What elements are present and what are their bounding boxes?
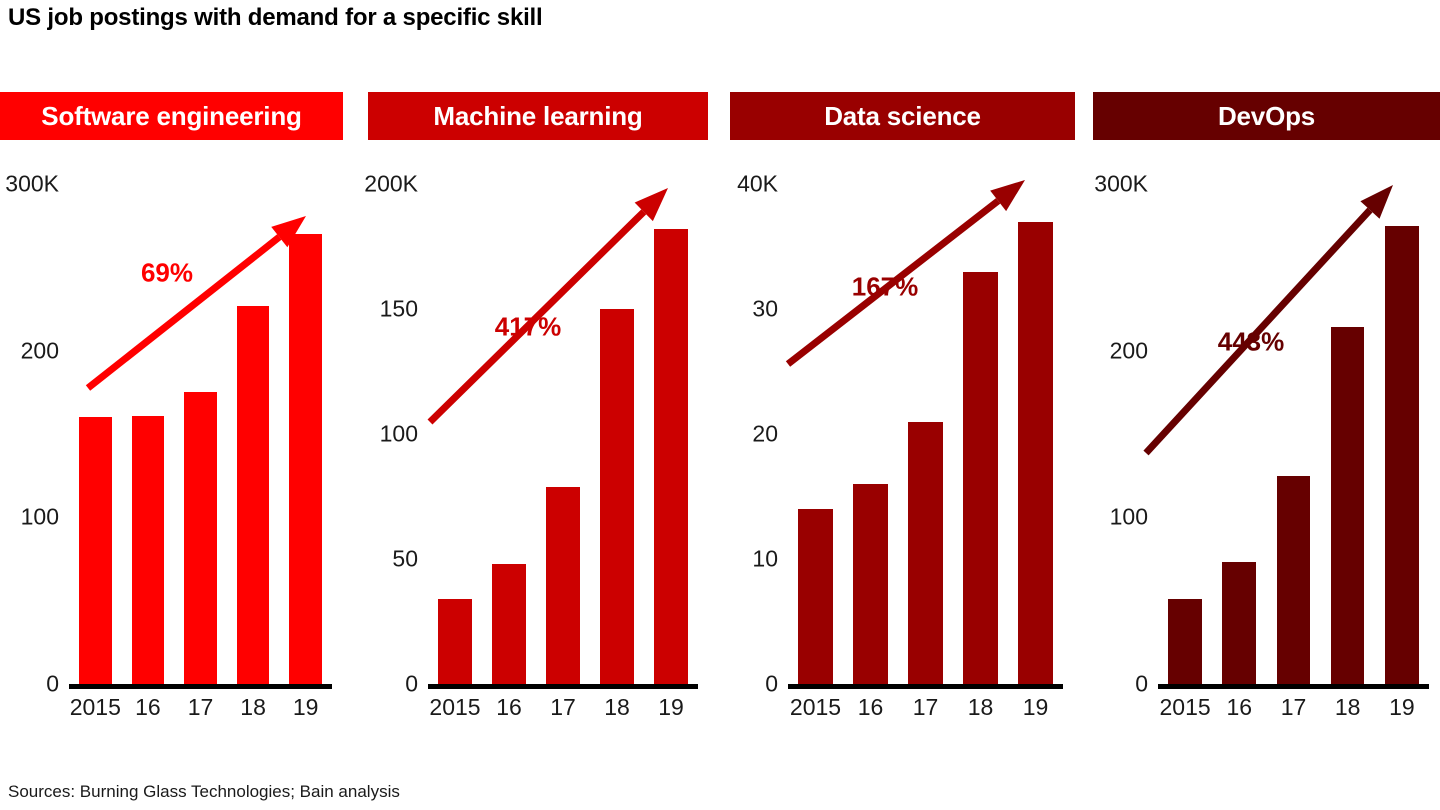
panel-header-1: Software engineering bbox=[0, 92, 343, 140]
y-axis-tick-label: 50 bbox=[392, 545, 418, 572]
y-axis-tick-label: 40K bbox=[737, 170, 778, 197]
panel-title: Data science bbox=[824, 100, 981, 131]
x-axis-tick-label: 2015 bbox=[69, 694, 121, 720]
bar bbox=[131, 415, 165, 684]
plot-area: 300K 200 100 0 2015 16 17 18 19 bbox=[1093, 171, 1440, 720]
x-axis-line bbox=[1158, 684, 1429, 689]
y-axis-tick-label: 100 bbox=[20, 503, 59, 530]
chart-panel-data-science: Data science 40K 30 20 10 0 2015 16 17 18 19 167% bbox=[730, 92, 1075, 732]
sources-note: Sources: Burning Glass Technologies; Bai… bbox=[8, 782, 400, 801]
x-axis-tick-label: 19 bbox=[292, 694, 319, 720]
y-axis-tick-label: 0 bbox=[1135, 670, 1148, 697]
x-axis-line bbox=[69, 684, 332, 689]
panel-header-2: Machine learning bbox=[368, 92, 708, 140]
bar bbox=[492, 564, 526, 684]
y-axis-tick-label: 100 bbox=[379, 420, 418, 447]
bar bbox=[853, 484, 888, 684]
bar bbox=[1018, 221, 1053, 684]
bar bbox=[1276, 475, 1311, 684]
y-axis-tick-label: 300K bbox=[1094, 170, 1148, 197]
bar bbox=[546, 486, 580, 684]
x-axis-line bbox=[788, 684, 1063, 689]
bar bbox=[289, 234, 322, 684]
growth-percentage-label: 69% bbox=[140, 257, 194, 288]
x-axis-tick-label: 2015 bbox=[1159, 694, 1211, 720]
panel-header-4: DevOps bbox=[1093, 92, 1440, 140]
bar bbox=[1385, 225, 1419, 684]
chart-panels-container: Software engineering 300K 200 100 0 2015 16 17 1… bbox=[0, 92, 1440, 732]
x-axis-tick-label: 16 bbox=[857, 694, 884, 720]
bar bbox=[184, 392, 217, 684]
x-axis-tick-label: 18 bbox=[604, 694, 630, 720]
x-axis-tick-label: 16 bbox=[1226, 694, 1253, 720]
page-title: US job postings with demand for a specif… bbox=[8, 4, 543, 31]
bar bbox=[908, 421, 943, 684]
bar bbox=[1330, 327, 1365, 684]
growth-percentage-label: 167% bbox=[851, 271, 919, 302]
x-axis-tick-label: 17 bbox=[1280, 694, 1307, 720]
x-axis-tick-label: 18 bbox=[967, 694, 994, 720]
chart-panel-machine-learning: Machine learning 200K 150 100 50 0 2015 16 17 18 1… bbox=[364, 92, 708, 732]
bar bbox=[1222, 562, 1257, 684]
panel-title: DevOps bbox=[1217, 100, 1316, 131]
y-axis-tick-label: 0 bbox=[405, 670, 418, 697]
x-axis-tick-label: 18 bbox=[240, 694, 266, 720]
bar bbox=[1168, 599, 1202, 684]
y-axis-tick-label: 200 bbox=[1109, 337, 1148, 364]
bar bbox=[798, 509, 833, 684]
panel-title: Machine learning bbox=[433, 100, 643, 131]
x-axis-tick-label: 2015 bbox=[789, 694, 842, 720]
y-axis-tick-label: 0 bbox=[46, 670, 59, 697]
growth-percentage-label: 417% bbox=[494, 311, 562, 342]
x-axis-tick-label: 17 bbox=[187, 694, 214, 720]
y-axis-tick-label: 30 bbox=[752, 295, 778, 322]
x-axis-tick-label: 17 bbox=[550, 694, 576, 720]
bar bbox=[963, 271, 998, 684]
growth-percentage-label: 443% bbox=[1217, 326, 1285, 357]
y-axis-tick-label: 300K bbox=[5, 170, 59, 197]
plot-area: 200K 150 100 50 0 2015 16 17 18 19 bbox=[364, 171, 708, 720]
x-axis-tick-label: 19 bbox=[658, 694, 684, 720]
y-axis-tick-label: 0 bbox=[765, 670, 778, 697]
chart-panel-devops: DevOps 300K 200 100 0 2015 16 17 18 19 443% bbox=[1093, 92, 1440, 732]
y-axis-tick-label: 100 bbox=[1109, 503, 1148, 530]
bar bbox=[654, 229, 688, 684]
panel-header-3: Data science bbox=[730, 92, 1075, 140]
chart-panel-software-engineering: Software engineering 300K 200 100 0 2015 16 17 1… bbox=[0, 92, 343, 732]
x-axis-tick-label: 16 bbox=[496, 694, 522, 720]
x-axis-tick-label: 16 bbox=[135, 694, 161, 720]
y-axis-tick-label: 200K bbox=[364, 170, 418, 197]
x-axis-line bbox=[428, 684, 698, 689]
bar bbox=[438, 599, 472, 684]
x-axis-tick-label: 19 bbox=[1022, 694, 1049, 720]
bar bbox=[78, 417, 112, 684]
x-axis-tick-label: 2015 bbox=[429, 694, 481, 720]
y-axis-tick-label: 150 bbox=[379, 295, 418, 322]
y-axis-tick-label: 10 bbox=[752, 545, 778, 572]
y-axis-tick-label: 20 bbox=[752, 420, 778, 447]
x-axis-tick-label: 19 bbox=[1389, 694, 1415, 720]
bar bbox=[236, 305, 270, 684]
panel-title: Software engineering bbox=[41, 100, 302, 131]
y-axis-tick-label: 200 bbox=[20, 337, 59, 364]
x-axis-tick-label: 18 bbox=[1334, 694, 1361, 720]
plot-area: 40K 30 20 10 0 2015 16 17 18 19 bbox=[730, 171, 1075, 720]
bar bbox=[600, 309, 634, 684]
x-axis-tick-label: 17 bbox=[912, 694, 939, 720]
